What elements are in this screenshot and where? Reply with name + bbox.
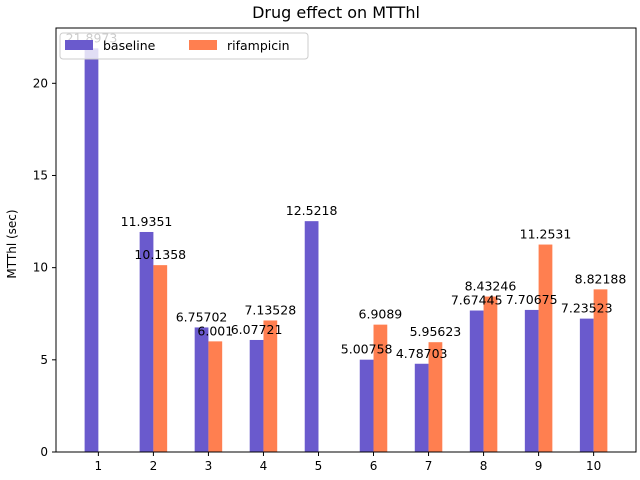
bar-baseline-10 (579, 318, 594, 452)
data-label-baseline-7: 4.78703 (396, 346, 448, 361)
bar-baseline-6 (359, 359, 374, 452)
data-label-baseline-5: 12.5218 (286, 203, 338, 218)
data-label-rifampicin-9: 11.2531 (520, 227, 572, 242)
legend-label-baseline: baseline (103, 38, 156, 53)
legend-swatch-baseline (65, 40, 93, 50)
y-tick-label: 10 (33, 261, 48, 275)
x-tick-label: 6 (370, 459, 378, 473)
bar-rifampicin-10 (593, 289, 608, 452)
y-axis-label: MTThl (sec) (5, 209, 19, 278)
data-label-baseline-9: 7.70675 (506, 292, 558, 307)
data-label-baseline-6: 5.00758 (341, 342, 393, 357)
legend: baseline rifampicin (59, 32, 309, 60)
x-tick-label: 7 (425, 459, 433, 473)
y-tick-label: 20 (33, 76, 48, 90)
x-tick-label: 3 (205, 459, 213, 473)
legend-label-rifampicin: rifampicin (227, 38, 290, 53)
data-label-rifampicin-6: 6.9089 (359, 307, 403, 322)
data-label-baseline-8: 7.67445 (451, 293, 503, 308)
data-label-rifampicin-7: 5.95623 (410, 324, 462, 339)
bar-rifampicin-3 (208, 341, 223, 452)
x-tick-label: 2 (150, 459, 158, 473)
x-tick-label: 8 (480, 459, 488, 473)
bar-baseline-5 (304, 221, 319, 452)
x-tick-label: 1 (95, 459, 103, 473)
data-label-baseline-2: 11.9351 (121, 214, 173, 229)
plot-frame (55, 27, 637, 453)
bar-baseline-1 (84, 48, 99, 452)
ticks-group: 0 5 10 15 20 1 2 3 4 5 6 7 8 9 10 (33, 76, 602, 473)
data-label-baseline-10: 7.23523 (561, 301, 613, 316)
data-label-rifampicin-2: 10.1358 (134, 247, 186, 262)
y-tick-label: 5 (40, 353, 48, 367)
bar-baseline-9 (524, 309, 539, 452)
x-tick-label: 9 (535, 459, 543, 473)
bar-rifampicin-4 (263, 320, 278, 452)
data-label-baseline-4: 6.07721 (231, 322, 283, 337)
x-tick-label: 4 (260, 459, 268, 473)
y-tick-label: 0 (40, 445, 48, 459)
data-label-rifampicin-4: 7.13528 (244, 302, 296, 317)
bar-baseline-8 (469, 310, 484, 452)
bar-baseline-3 (194, 327, 209, 452)
bar-rifampicin-9 (538, 244, 553, 452)
y-tick-label: 15 (33, 168, 48, 182)
bar-rifampicin-6 (373, 324, 388, 452)
data-label-rifampicin-10: 8.82188 (575, 271, 627, 286)
bars-group (84, 48, 608, 452)
legend-swatch-rifampicin (189, 40, 217, 50)
bar-baseline-2 (139, 231, 154, 452)
data-label-rifampicin-3: 6.001 (197, 323, 233, 338)
data-label-rifampicin-8: 8.43246 (465, 279, 517, 294)
bar-baseline-4 (249, 339, 264, 452)
bar-rifampicin-7 (428, 342, 443, 452)
data-label-baseline-3: 6.75702 (176, 309, 228, 324)
x-tick-label: 10 (586, 459, 601, 473)
bar-rifampicin-8 (483, 296, 498, 452)
chart-title: Drug effect on MTThl (252, 3, 420, 22)
legend-box (59, 32, 309, 60)
x-tick-label: 5 (315, 459, 323, 473)
bar-baseline-7 (414, 363, 429, 452)
bar-rifampicin-2 (153, 265, 168, 452)
